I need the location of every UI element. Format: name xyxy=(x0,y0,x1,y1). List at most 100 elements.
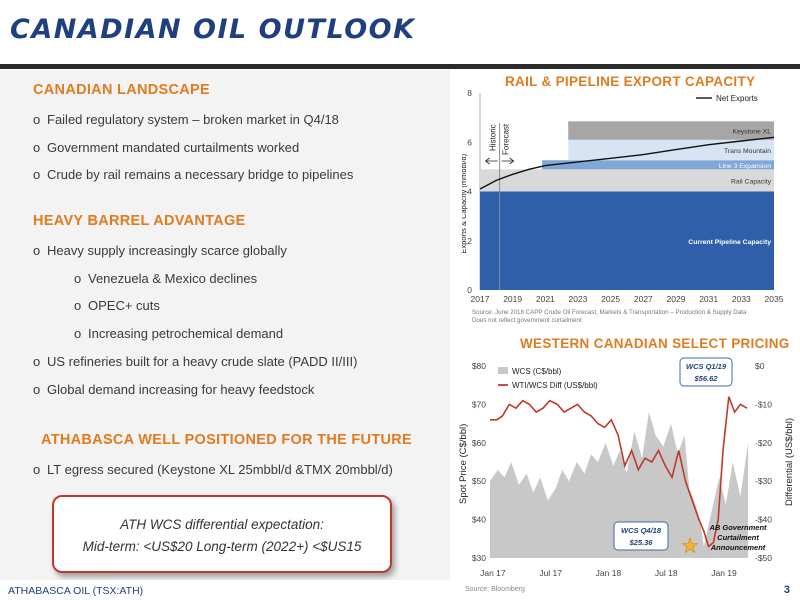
x-tick-label: Jul 17 xyxy=(539,568,562,578)
title-divider xyxy=(0,64,800,69)
annotation-value-q4-18: $25.36 xyxy=(629,538,654,547)
page-title: CANADIAN OIL OUTLOOK xyxy=(10,14,416,45)
y-left-tick-label: $50 xyxy=(472,476,486,486)
bullet-marker: o xyxy=(33,167,41,182)
x-tick-label: 2025 xyxy=(601,294,620,304)
y-tick-label: 2 xyxy=(467,236,472,246)
sub-bullet: o Increasing petrochemical demand xyxy=(74,326,284,341)
x-tick-label: Jan 19 xyxy=(711,568,737,578)
bullet-marker: o xyxy=(33,382,41,397)
y-tick-label: 6 xyxy=(467,137,472,147)
y-right-tick-label: -$40 xyxy=(755,515,772,525)
forecast-arrow xyxy=(501,157,515,165)
wcs-chart: $30 $40 $50 $60 $70 $80 -$50 -$40 -$30 -$20 -$10 $0… xyxy=(458,357,795,578)
y-left-tick-label: $60 xyxy=(472,438,486,448)
y-left-tick-label: $80 xyxy=(472,361,486,371)
wcs-area xyxy=(490,412,749,558)
x-tick-label: Jan 18 xyxy=(596,568,622,578)
layer-label: Current Pipeline Capacity xyxy=(688,239,771,246)
annotation-label-q4-18: WCS Q4/18 xyxy=(621,526,662,535)
y-tick-label: 8 xyxy=(467,88,472,98)
bullet: o Failed regulatory system – broken marke… xyxy=(33,112,339,127)
annotation-curtailment-line: AB Government xyxy=(708,523,767,532)
curtailment-star-icon xyxy=(681,537,699,554)
net-exports-line xyxy=(479,136,775,190)
y-tick-label: 4 xyxy=(467,187,472,197)
wti-wcs-diff-line xyxy=(490,396,748,548)
layer-band xyxy=(568,121,774,140)
chart-title-wcs: WESTERN CANADIAN SELECT PRICING xyxy=(520,336,790,351)
legend-label-diff: WTI/WCS Diff (US$/bbl) xyxy=(512,381,598,390)
bullet: o Global demand increasing for heavy feed… xyxy=(33,382,315,397)
x-tick-label: 2021 xyxy=(536,294,555,304)
bullet-marker: o xyxy=(74,326,82,341)
y-tick-label: 0 xyxy=(467,285,472,295)
x-tick-label: 2017 xyxy=(471,294,490,304)
section-heading-athabasca: ATHABASCA WELL POSITIONED FOR THE FUTURE xyxy=(41,432,413,448)
page-number: 3 xyxy=(783,584,790,596)
y-right-axis-label: Differential (US$/bbl) xyxy=(784,418,795,506)
sub-bullet: o Venezuela & Mexico declines xyxy=(74,271,258,286)
bullet-marker: o xyxy=(74,298,82,313)
y-right-tick-label: -$30 xyxy=(755,476,772,486)
bullet: o LT egress secured (Keystone XL 25mbbl/d… xyxy=(33,462,393,477)
x-tick-label: 2035 xyxy=(765,294,784,304)
x-tick-label: 2019 xyxy=(503,294,522,304)
callout-line-1: ATH WCS differential expectation: xyxy=(120,517,324,532)
legend-swatch-wcs xyxy=(498,367,508,374)
y-left-tick-label: $70 xyxy=(472,399,486,409)
y-left-tick-label: $40 xyxy=(472,515,486,525)
x-tick-label: Jul 18 xyxy=(655,568,678,578)
annotation-box-q1-19 xyxy=(679,357,733,387)
legend-label: Net Exports xyxy=(716,94,758,103)
forecast-label: Forecast xyxy=(502,123,511,155)
bullet-marker: o xyxy=(33,112,41,127)
callout-line-2: Mid-term: <US$20 Long-term (2022+) <$US1… xyxy=(82,539,362,554)
bullet: o Government mandated curtailments worked xyxy=(33,140,300,155)
bullet: o Heavy supply increasingly scarce global… xyxy=(33,243,287,258)
bullet: o Crude by rail remains a necessary bridg… xyxy=(33,167,354,182)
layer-band xyxy=(542,160,774,170)
annotation-curtailment-line: Curtailment xyxy=(717,533,759,542)
x-tick-label: 2023 xyxy=(569,294,588,304)
bullet-marker: o xyxy=(33,462,41,477)
layer-band xyxy=(480,169,774,192)
x-tick-label: Jan 17 xyxy=(480,568,506,578)
x-tick-label: 2027 xyxy=(634,294,653,304)
layer-label: Rail Capacity xyxy=(731,178,772,185)
layer-label: Trans Mountain xyxy=(724,148,771,155)
layer-label: Keystone XL xyxy=(732,129,771,136)
legend-label-wcs: WCS (C$/bbl) xyxy=(512,367,562,376)
footer-company: ATHABASCA OIL (TSX:ATH) xyxy=(8,585,144,597)
bullet-marker: o xyxy=(33,243,41,258)
annotation-curtailment-line: Announcement xyxy=(710,543,766,552)
layer-band xyxy=(480,191,774,290)
bullet: o US refineries built for a heavy crude s… xyxy=(33,354,358,369)
layer-label: Line 3 Expansion xyxy=(719,163,771,170)
footer-source: Source: Bloomberg xyxy=(465,586,525,593)
y-right-tick-label: $0 xyxy=(755,361,765,371)
y-left-axis-label: Spot Price (C$/bbl) xyxy=(458,424,469,504)
bullet-marker: o xyxy=(33,140,41,155)
x-tick-label: 2031 xyxy=(699,294,718,304)
chart-title-capacity: RAIL & PIPELINE EXPORT CAPACITY xyxy=(505,74,756,89)
bullet-marker: o xyxy=(33,354,41,369)
section-heading-heavy-barrel: HEAVY BARREL ADVANTAGE xyxy=(33,213,246,229)
sub-bullet: o OPEC+ cuts xyxy=(74,298,160,313)
footer: ATHABASCA OIL (TSX:ATH) Source: Bloomber… xyxy=(0,580,800,600)
historic-arrow xyxy=(484,157,498,165)
chart-note: Does not reflect government curtailment xyxy=(472,317,582,324)
y-right-tick-label: -$10 xyxy=(755,399,772,409)
x-tick-label: 2029 xyxy=(667,294,686,304)
capacity-chart: 0 2 4 6 8 Current Pipeline Capacity Rail Capac… xyxy=(462,88,784,324)
bullet-marker: o xyxy=(74,271,82,286)
x-tick-label: 2033 xyxy=(732,294,751,304)
differential-callout: ATH WCS differential expectation: Mid-te… xyxy=(52,495,392,573)
y-right-tick-label: -$20 xyxy=(755,438,772,448)
y-left-tick-label: $30 xyxy=(472,553,486,563)
annotation-value-q1-19: $56.62 xyxy=(694,374,719,383)
y-right-tick-label: -$50 xyxy=(755,553,772,563)
historic-label: Historic xyxy=(489,124,498,151)
chart-source: Source: June 2018 CAPP Crude Oil Forecas… xyxy=(472,309,747,316)
y-axis-label: Exports & Capacity (mmbbl/d) xyxy=(462,153,468,253)
